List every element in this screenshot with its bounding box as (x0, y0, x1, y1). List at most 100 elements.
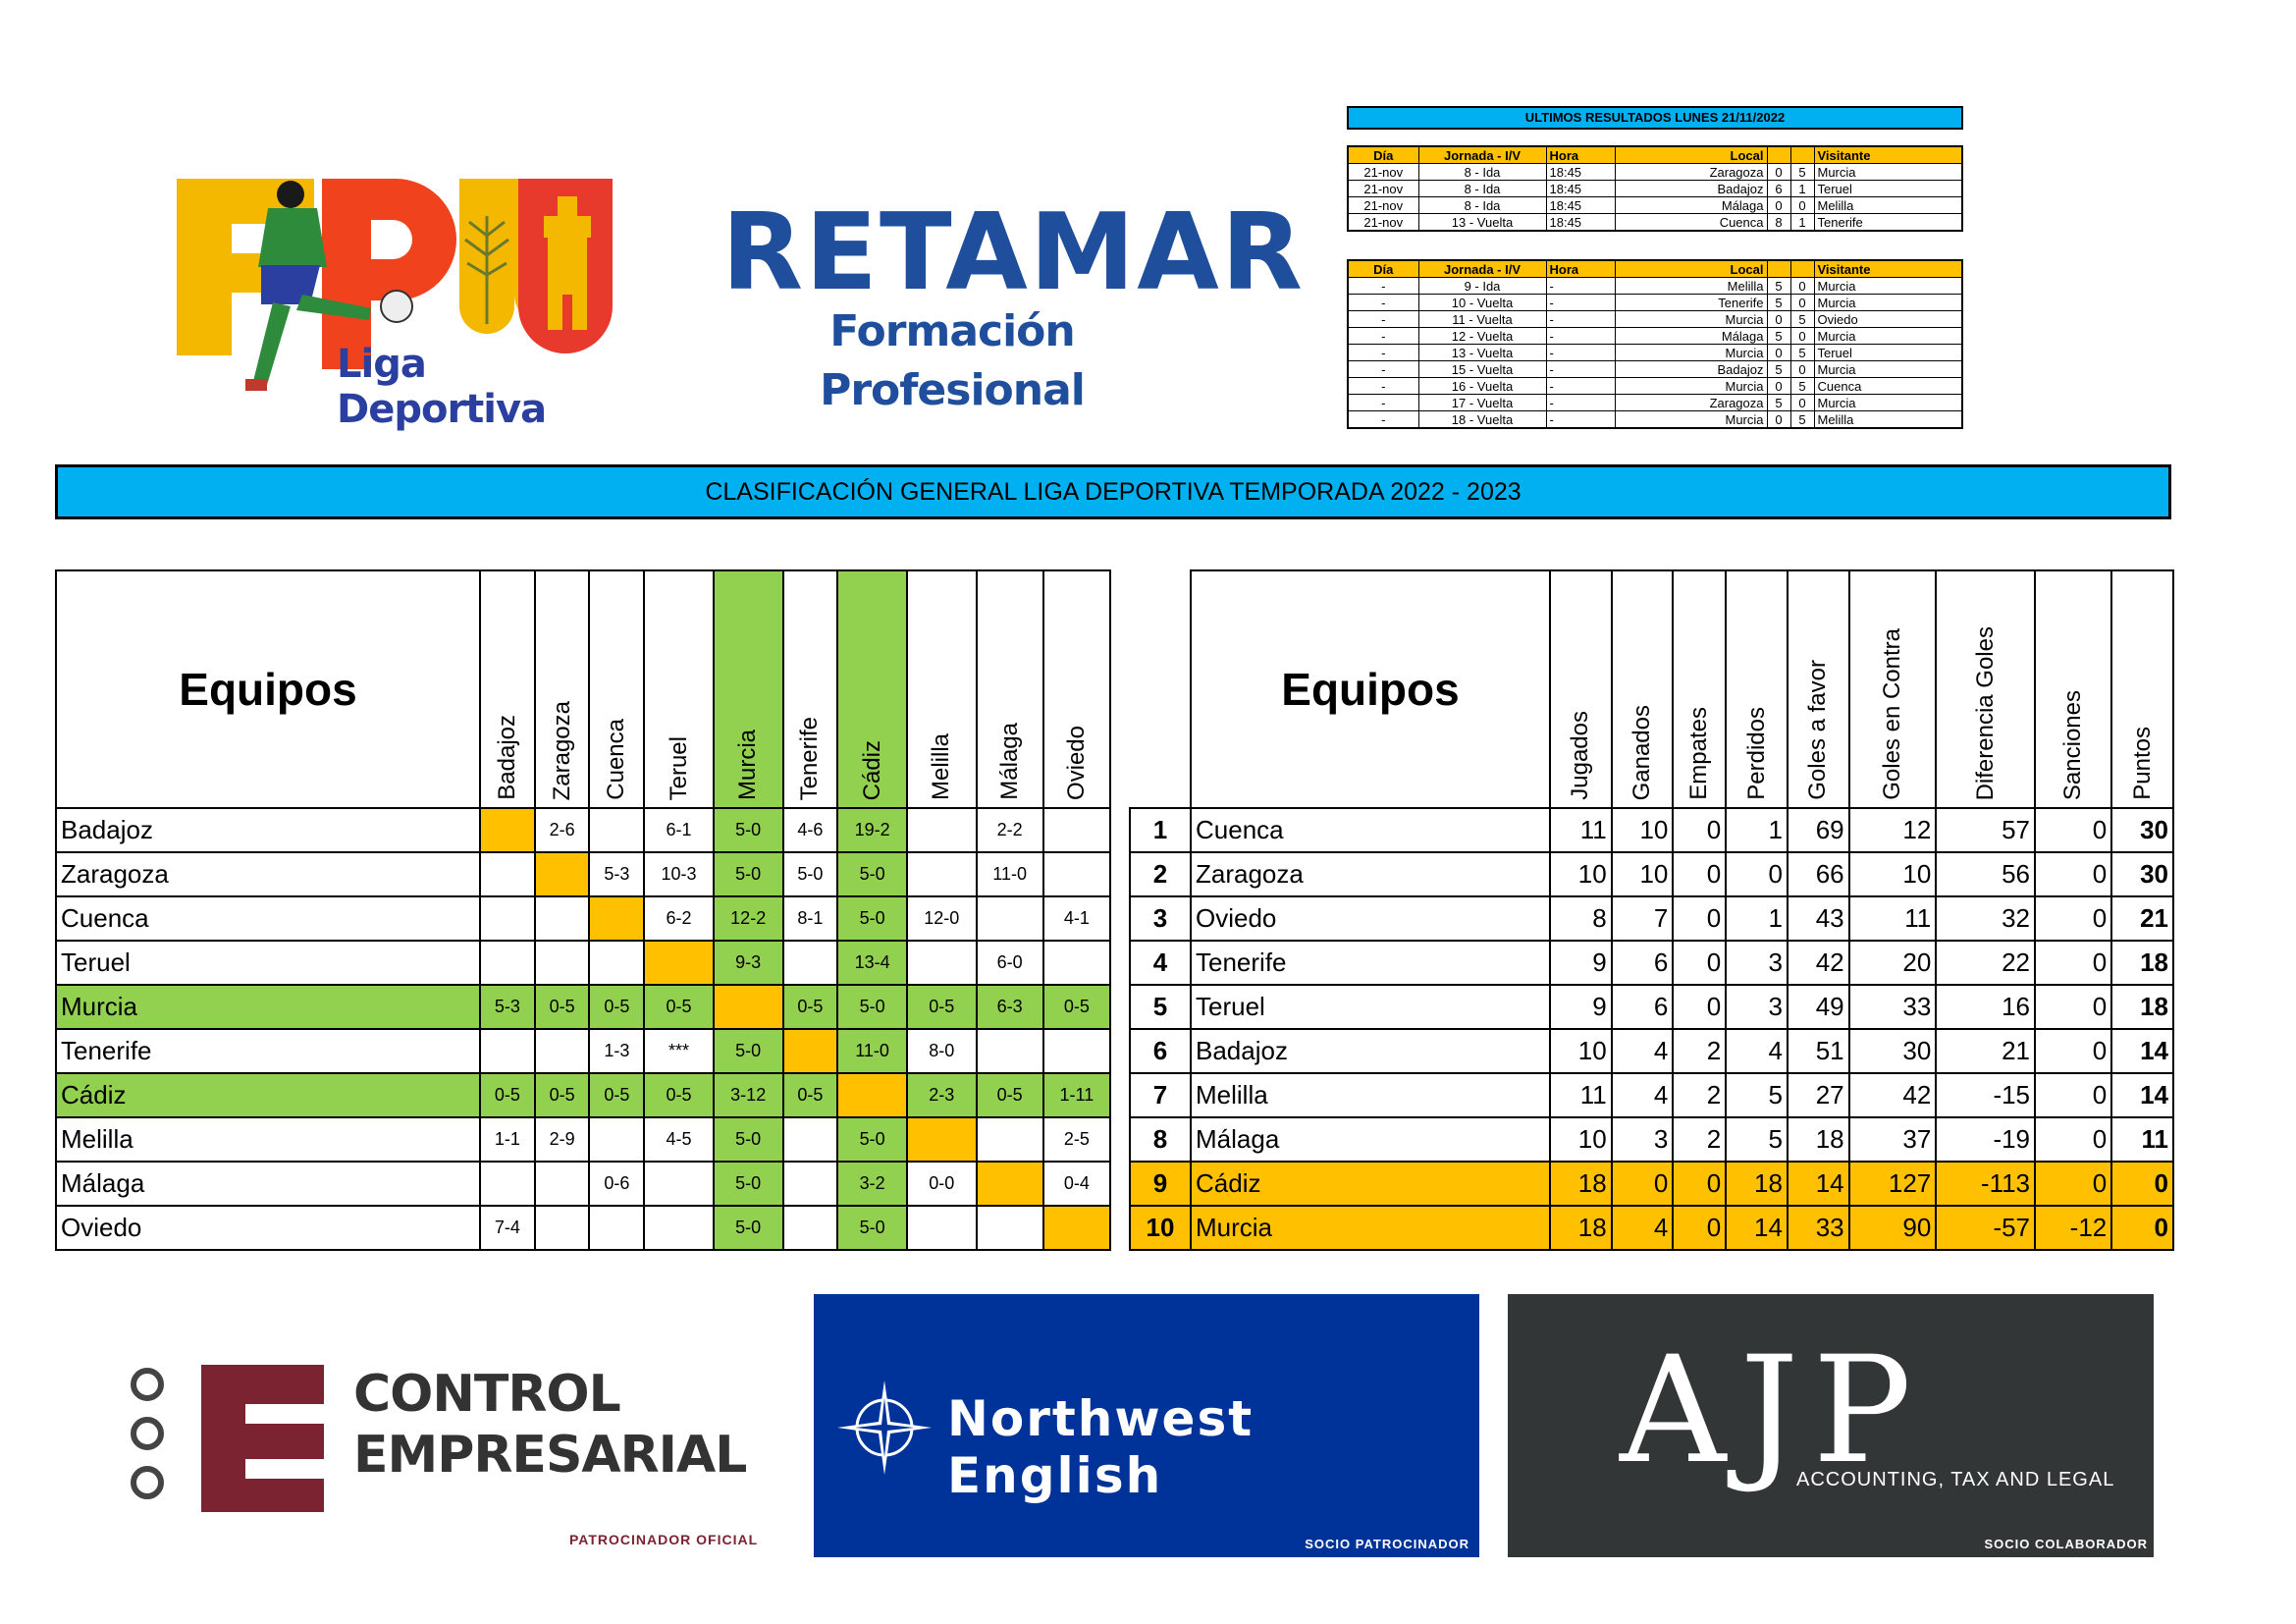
pending-header-cell (1766, 259, 1791, 278)
matrix-cell (479, 1161, 536, 1207)
matrix-cell: 3-2 (836, 1161, 908, 1207)
matrix-cell: 2-5 (1041, 1116, 1112, 1163)
matrix-cell (643, 1161, 715, 1207)
standings-value: 10 (1549, 1028, 1613, 1074)
matrix-column-label: Murcia (734, 729, 762, 800)
latest-header-cell: Día (1347, 145, 1419, 164)
matrix-cell: 0-5 (781, 984, 839, 1030)
latest-cell: 13 - Vuelta (1417, 213, 1547, 232)
standings-column-label: Perdidos (1742, 707, 1770, 800)
matrix-cell (1041, 940, 1112, 986)
latest-cell: 5 (1789, 163, 1815, 181)
standings-column-header: Empates (1672, 569, 1728, 809)
matrix-cell (533, 940, 591, 986)
matrix-cell: 4-1 (1041, 895, 1112, 942)
matrix-row: Melilla 1-1 2-9 4-5 5-0 5-0 2-5 (55, 1116, 1112, 1163)
matrix-cell (712, 984, 784, 1030)
standings-team: Cádiz (1190, 1161, 1551, 1207)
latest-header-cell (1766, 145, 1791, 164)
pending-row: -11 - Vuelta - Murcia 0 5 Oviedo (1347, 310, 1963, 328)
standings-value: 0 (2034, 1072, 2113, 1118)
pending-header-cell: Local (1614, 259, 1768, 278)
classification-title: CLASIFICACIÓN GENERAL LIGA DEPORTIVA TEM… (55, 464, 2171, 519)
matrix-cell: 1-3 (588, 1028, 646, 1074)
matrix-cell: 10-3 (643, 851, 715, 897)
standings-row: 8 Málaga 10 3 2 5 18 37 -19 0 11 (1129, 1116, 2174, 1163)
matrix-cell: 0-4 (1041, 1161, 1112, 1207)
results-matrix: Equipos Badajoz Zaragoza Cuenca Teruel Murcia… (55, 569, 1112, 1251)
matrix-row-team: Tenerife (55, 1028, 481, 1074)
pending-cell: Melilla (1813, 410, 1963, 429)
standings-column-header: Goles a favor (1786, 569, 1850, 809)
retamar-subtitle: Formación Profesional (820, 306, 1086, 415)
pending-cell: - (1347, 327, 1419, 345)
matrix-column-header: Cuenca (588, 569, 646, 809)
standings-team: Teruel (1190, 984, 1551, 1030)
matrix-cell (588, 1205, 646, 1251)
standings-team: Málaga (1190, 1116, 1551, 1163)
pending-cell: Murcia (1813, 394, 1963, 411)
matrix-cell (781, 1161, 839, 1207)
latest-cell: 6 (1766, 180, 1791, 197)
standings-team: Oviedo (1190, 895, 1551, 942)
pending-cell: Murcia (1813, 360, 1963, 378)
matrix-column-header: Oviedo (1041, 569, 1112, 809)
matrix-row: Cádiz 0-5 0-5 0-5 0-5 3-12 0-5 2-3 0-5 1-11 (55, 1072, 1112, 1118)
standings-value: 4 (1610, 1028, 1675, 1074)
matrix-cell: 8-0 (905, 1028, 978, 1074)
matrix-cell (533, 851, 591, 897)
standings-value: 21 (1935, 1028, 2037, 1074)
matrix-cell: 12-0 (905, 895, 978, 942)
matrix-cell: 0-6 (588, 1161, 646, 1207)
standings-team: Zaragoza (1190, 851, 1551, 897)
standings-value: 0 (1672, 1161, 1728, 1207)
standings-value: 11 (1549, 1072, 1613, 1118)
matrix-cell (836, 1072, 908, 1118)
pending-cell: - (1347, 277, 1419, 295)
matrix-header-equipos: Equipos (55, 569, 481, 809)
matrix-column-label: Cuenca (603, 719, 630, 800)
standings-value: 66 (1786, 851, 1850, 897)
matrix-row: Málaga 0-6 5-0 3-2 0-0 0-4 (55, 1161, 1112, 1207)
control-empresarial-mark (131, 1365, 324, 1512)
pending-cell: Murcia (1813, 294, 1963, 311)
pending-cell: Cuenca (1813, 377, 1963, 395)
matrix-cell (905, 807, 978, 853)
standings-value: 0 (2034, 940, 2113, 986)
matrix-cell: 5-0 (836, 895, 908, 942)
matrix-cell (479, 940, 536, 986)
standings-value: 69 (1786, 807, 1850, 853)
matrix-cell: 1-11 (1041, 1072, 1112, 1118)
retamar-title: RETAMAR (721, 191, 1306, 314)
pending-row: -17 - Vuelta - Zaragoza 5 0 Murcia (1347, 394, 1963, 411)
standings-value: 0 (1672, 895, 1728, 942)
matrix-row-team: Teruel (55, 940, 481, 986)
standings-value: 9 (1549, 940, 1613, 986)
latest-cell: 8 - Ida (1417, 196, 1547, 214)
pending-header-cell: Visitante (1813, 259, 1963, 278)
matrix-cell: 11-0 (975, 851, 1044, 897)
matrix-column-label: Melilla (928, 732, 955, 800)
pending-cell: 0 (1789, 294, 1815, 311)
standings-value: 30 (1847, 1028, 1938, 1074)
latest-cell: Tenerife (1813, 213, 1963, 232)
standings-value: 30 (2110, 807, 2174, 853)
latest-cell: 21-nov (1347, 213, 1419, 232)
standings-position: 3 (1129, 895, 1192, 942)
matrix-cell (643, 1205, 715, 1251)
latest-cell: Murcia (1813, 163, 1963, 181)
matrix-column-header: Tenerife (781, 569, 839, 809)
standings-value: 1 (1725, 895, 1789, 942)
standings-value: 14 (1786, 1161, 1850, 1207)
pending-cell: - (1545, 294, 1616, 311)
standings-value: 37 (1847, 1116, 1938, 1163)
pending-cell: 5 (1766, 327, 1791, 345)
matrix-cell (975, 1028, 1044, 1074)
latest-cell: 0 (1766, 196, 1791, 214)
pending-cell: Málaga (1614, 327, 1768, 345)
standings-value: 5 (1725, 1116, 1789, 1163)
standings-value: 33 (1847, 984, 1938, 1030)
standings-position: 8 (1129, 1116, 1192, 1163)
standings-value: 18 (2110, 940, 2174, 986)
latest-cell: 21-nov (1347, 196, 1419, 214)
